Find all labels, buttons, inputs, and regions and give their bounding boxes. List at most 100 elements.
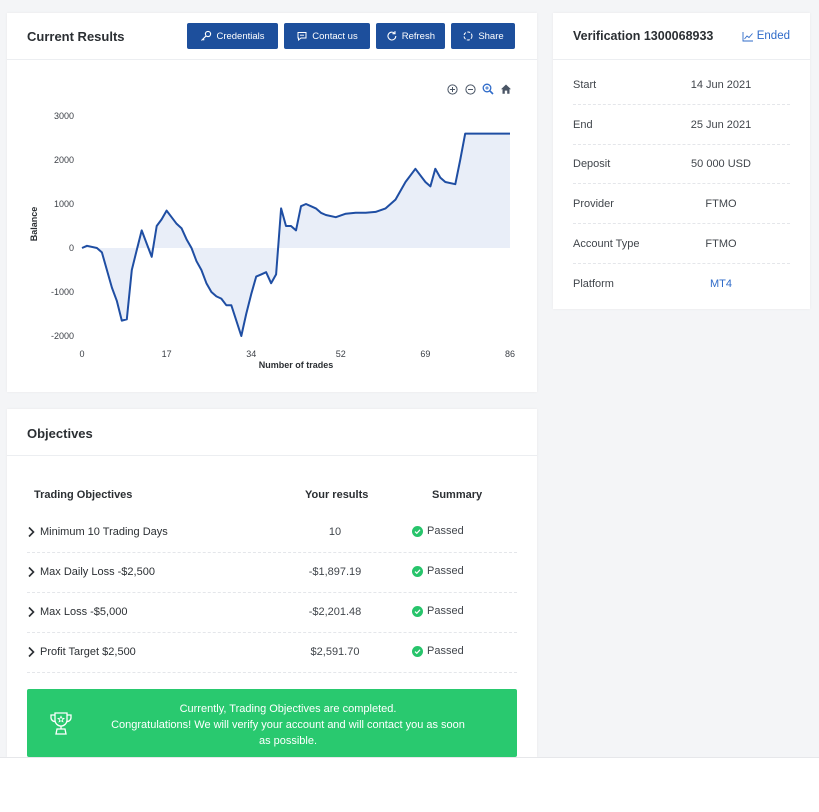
info-value: 25 Jun 2021	[690, 119, 752, 131]
objective-status: Passed	[412, 645, 464, 657]
objective-name: Max Loss -$5,000	[40, 606, 128, 618]
chevron-right-icon	[28, 526, 35, 538]
status-label: Passed	[427, 645, 464, 657]
results-actions: Credentials Contact us Refresh Share	[187, 23, 515, 49]
share-label: Share	[478, 30, 504, 42]
home-icon[interactable]	[499, 82, 513, 96]
status-label: Passed	[427, 605, 464, 617]
chevron-right-icon	[28, 606, 35, 618]
x-tick-label: 69	[420, 349, 430, 359]
y-tick-label: 3000	[54, 111, 74, 121]
info-label: End	[573, 119, 593, 131]
objective-result: $2,591.70	[310, 646, 360, 658]
info-value: FTMO	[705, 198, 737, 210]
verification-header: Verification 1300068933 Ended	[553, 13, 810, 60]
objective-result: -$2,201.48	[308, 606, 362, 618]
info-row-platform: Platform MT4	[573, 264, 790, 304]
objective-result: -$1,897.19	[308, 566, 362, 578]
objective-status: Passed	[412, 565, 464, 577]
balance-line	[81, 132, 510, 337]
objectives-header: Objectives	[7, 409, 537, 456]
info-label: Provider	[573, 198, 614, 210]
banner-line-3: as possible.	[258, 735, 318, 747]
credentials-button[interactable]: Credentials	[187, 23, 278, 49]
info-row-deposit: Deposit 50 000 USD	[573, 144, 790, 184]
x-tick-label: 86	[505, 349, 515, 359]
objective-row[interactable]: Max Daily Loss -$2,500 -$1,897.19 Passed	[27, 553, 517, 593]
zoom-in-icon[interactable]	[445, 82, 459, 96]
chevron-right-icon	[28, 566, 35, 578]
info-label: Platform	[573, 278, 614, 290]
column-header-results: Your results	[305, 489, 369, 501]
info-value: 14 Jun 2021	[690, 79, 752, 91]
refresh-label: Refresh	[401, 30, 435, 42]
x-tick-label: 52	[336, 349, 346, 359]
chart-toolbar	[445, 82, 513, 96]
info-label: Start	[573, 79, 597, 91]
x-tick-label: 17	[162, 349, 172, 359]
verification-status: Ended	[742, 30, 790, 42]
check-icon	[412, 525, 423, 537]
banner-text: Currently, Trading Objectives are comple…	[77, 701, 499, 749]
contact-us-label: Contact us	[312, 30, 358, 42]
share-icon	[463, 31, 473, 41]
y-tick-label: 2000	[54, 155, 74, 165]
check-icon	[412, 645, 423, 657]
contact-us-button[interactable]: Contact us	[284, 23, 370, 49]
share-button[interactable]: Share	[451, 23, 515, 49]
balance-chart: 3000 2000 1000 0 -1000 -2000 0 17 34 52 69 86 Number…	[7, 61, 537, 392]
chart-line-icon	[742, 31, 753, 41]
check-icon	[412, 565, 423, 577]
balance-area	[82, 133, 510, 336]
x-tick-label: 0	[79, 349, 84, 359]
verification-status-label: Ended	[756, 30, 790, 42]
refresh-button[interactable]: Refresh	[376, 23, 445, 49]
info-row-provider: Provider FTMO	[573, 184, 790, 224]
y-tick-label: -1000	[51, 287, 74, 297]
info-row-end: End 25 Jun 2021	[573, 105, 790, 145]
completion-banner: Currently, Trading Objectives are comple…	[27, 689, 517, 757]
info-row-start: Start 14 Jun 2021	[573, 65, 790, 105]
credentials-label: Credentials	[216, 30, 265, 42]
objectives-title: Objectives	[27, 426, 93, 441]
objective-name: Profit Target $2,500	[40, 646, 136, 658]
column-header-objectives: Trading Objectives	[34, 489, 133, 501]
info-label: Account Type	[573, 238, 640, 250]
objectives-card: Objectives Trading Objectives Your resul…	[7, 409, 537, 757]
refresh-icon	[387, 31, 397, 41]
status-label: Passed	[427, 525, 464, 537]
column-header-summary: Summary	[432, 489, 483, 501]
trophy-icon	[50, 712, 72, 735]
x-tick-label: 34	[246, 349, 256, 359]
results-header: Current Results Credentials Contact us R…	[7, 13, 537, 60]
key-icon	[201, 30, 212, 41]
balance-chart-svg: 3000 2000 1000 0 -1000 -2000 0 17 34 52 69 86 Number…	[29, 111, 515, 370]
info-value: FTMO	[705, 238, 737, 250]
y-tick-label: 0	[69, 243, 74, 253]
info-label: Deposit	[573, 158, 611, 170]
zoom-select-icon[interactable]	[481, 82, 495, 96]
zoom-out-icon[interactable]	[463, 82, 477, 96]
objective-row[interactable]: Minimum 10 Trading Days 10 Passed	[27, 513, 517, 553]
bottom-bar	[0, 757, 819, 812]
verification-card: Verification 1300068933 Ended Start 14 J…	[553, 13, 810, 309]
check-icon	[412, 605, 423, 617]
y-axis-label: Balance	[29, 207, 39, 242]
chat-icon	[297, 32, 307, 42]
y-tick-label: 1000	[54, 199, 74, 209]
objective-name: Max Daily Loss -$2,500	[40, 566, 155, 578]
objective-row[interactable]: Profit Target $2,500 $2,591.70 Passed	[27, 633, 517, 673]
objective-status: Passed	[412, 525, 464, 537]
banner-line-2: Congratulations! We will verify your acc…	[111, 719, 465, 731]
x-axis-label: Number of trades	[259, 360, 334, 370]
results-title: Current Results	[27, 29, 125, 44]
objective-row[interactable]: Max Loss -$5,000 -$2,201.48 Passed	[27, 593, 517, 633]
objective-name: Minimum 10 Trading Days	[40, 526, 168, 538]
status-label: Passed	[427, 565, 464, 577]
current-results-card: Current Results Credentials Contact us R…	[7, 13, 537, 392]
banner-line-1: Currently, Trading Objectives are comple…	[179, 703, 397, 715]
objective-result: 10	[328, 526, 342, 538]
platform-link[interactable]: MT4	[710, 278, 732, 290]
y-tick-label: -2000	[51, 331, 74, 341]
objective-status: Passed	[412, 605, 464, 617]
